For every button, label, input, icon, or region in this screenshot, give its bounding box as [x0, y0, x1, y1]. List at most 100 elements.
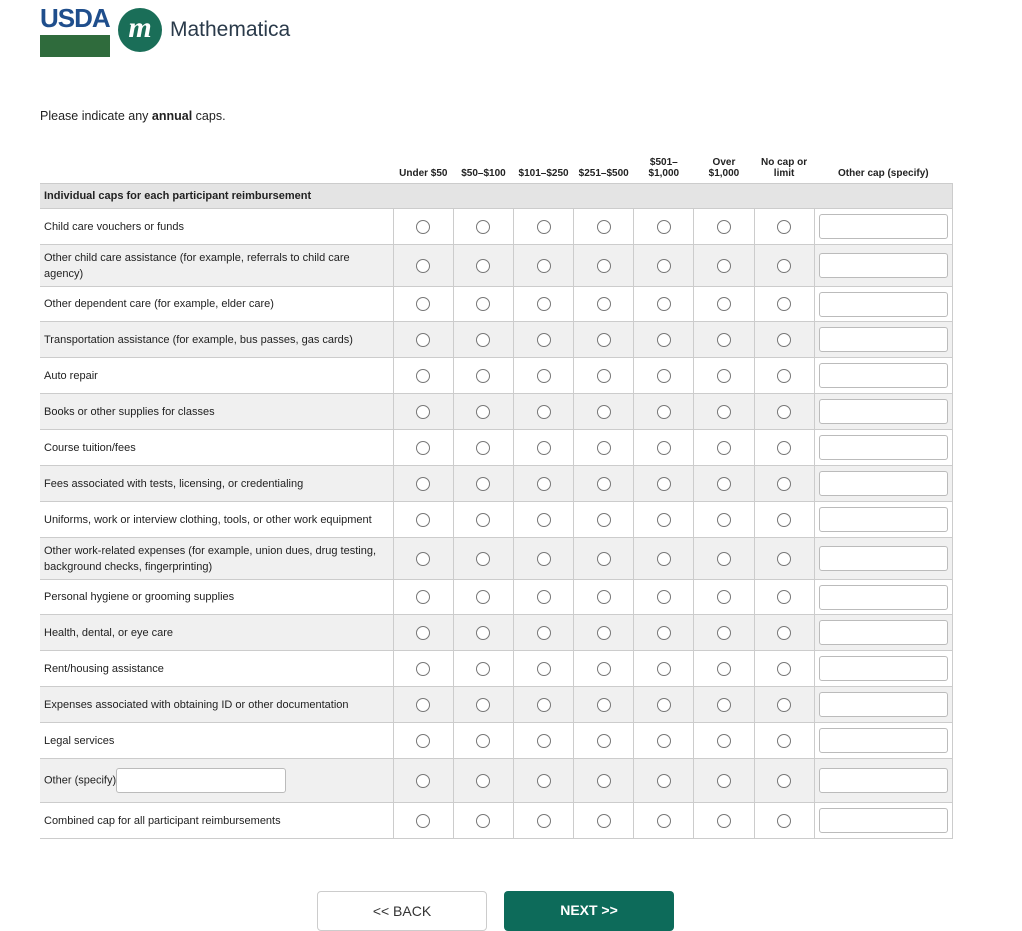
radio-option[interactable]	[416, 476, 431, 491]
radio-option[interactable]	[656, 258, 671, 273]
radio-option[interactable]	[656, 590, 671, 604]
radio-option[interactable]	[476, 440, 491, 455]
radio-option[interactable]	[777, 512, 792, 527]
radio-option[interactable]	[716, 512, 731, 527]
radio-option[interactable]	[716, 733, 731, 748]
radio-option[interactable]	[716, 368, 731, 383]
radio-option[interactable]	[536, 368, 551, 383]
radio-option[interactable]	[596, 590, 611, 604]
radio-option[interactable]	[416, 773, 431, 788]
other-cap-input[interactable]	[818, 656, 948, 681]
radio-option[interactable]	[777, 258, 792, 273]
radio-option[interactable]	[656, 773, 671, 788]
radio-option[interactable]	[416, 697, 431, 712]
other-cap-input[interactable]	[818, 692, 948, 717]
radio-option[interactable]	[416, 404, 431, 419]
radio-option[interactable]	[536, 512, 551, 527]
radio-option[interactable]	[777, 697, 792, 712]
radio-option[interactable]	[476, 297, 491, 311]
other-cap-input[interactable]	[818, 546, 948, 571]
other-specify-input[interactable]	[116, 768, 287, 793]
radio-option[interactable]	[416, 551, 431, 566]
other-cap-input[interactable]	[818, 327, 948, 352]
radio-option[interactable]	[536, 661, 551, 676]
radio-option[interactable]	[716, 551, 731, 566]
radio-option[interactable]	[656, 551, 671, 566]
radio-option[interactable]	[476, 512, 491, 527]
radio-option[interactable]	[777, 733, 792, 748]
radio-option[interactable]	[416, 661, 431, 676]
radio-option[interactable]	[416, 512, 431, 527]
radio-option[interactable]	[536, 219, 551, 234]
radio-option[interactable]	[656, 476, 671, 491]
radio-option[interactable]	[656, 404, 671, 419]
radio-option[interactable]	[777, 813, 792, 828]
radio-option[interactable]	[656, 697, 671, 712]
radio-option[interactable]	[536, 404, 551, 419]
radio-option[interactable]	[596, 258, 611, 273]
radio-option[interactable]	[536, 440, 551, 455]
other-cap-input[interactable]	[818, 471, 948, 496]
radio-option[interactable]	[716, 440, 731, 455]
radio-option[interactable]	[536, 773, 551, 788]
other-cap-input[interactable]	[818, 620, 948, 645]
radio-option[interactable]	[596, 625, 611, 640]
radio-option[interactable]	[656, 368, 671, 383]
radio-option[interactable]	[536, 551, 551, 566]
radio-option[interactable]	[596, 332, 611, 347]
radio-option[interactable]	[476, 625, 491, 640]
radio-option[interactable]	[777, 219, 792, 234]
radio-option[interactable]	[716, 258, 731, 273]
other-cap-input[interactable]	[818, 728, 948, 753]
radio-option[interactable]	[476, 813, 491, 828]
radio-option[interactable]	[716, 661, 731, 676]
radio-option[interactable]	[416, 297, 431, 311]
other-cap-input[interactable]	[818, 363, 948, 388]
radio-option[interactable]	[416, 219, 431, 234]
radio-option[interactable]	[476, 368, 491, 383]
radio-option[interactable]	[656, 297, 671, 311]
radio-option[interactable]	[476, 733, 491, 748]
radio-option[interactable]	[777, 551, 792, 566]
other-cap-input[interactable]	[818, 214, 948, 239]
radio-option[interactable]	[716, 590, 731, 604]
radio-option[interactable]	[656, 733, 671, 748]
radio-option[interactable]	[716, 625, 731, 640]
radio-option[interactable]	[596, 733, 611, 748]
radio-option[interactable]	[777, 625, 792, 640]
radio-option[interactable]	[596, 440, 611, 455]
radio-option[interactable]	[716, 813, 731, 828]
radio-option[interactable]	[476, 476, 491, 491]
radio-option[interactable]	[536, 625, 551, 640]
radio-option[interactable]	[777, 773, 792, 788]
radio-option[interactable]	[777, 476, 792, 491]
radio-option[interactable]	[476, 404, 491, 419]
radio-option[interactable]	[416, 368, 431, 383]
radio-option[interactable]	[777, 404, 792, 419]
radio-option[interactable]	[596, 368, 611, 383]
radio-option[interactable]	[536, 813, 551, 828]
other-cap-input[interactable]	[818, 768, 948, 793]
radio-option[interactable]	[596, 512, 611, 527]
other-cap-input[interactable]	[818, 399, 948, 424]
radio-option[interactable]	[536, 733, 551, 748]
radio-option[interactable]	[656, 219, 671, 234]
radio-option[interactable]	[596, 773, 611, 788]
radio-option[interactable]	[416, 590, 431, 604]
radio-option[interactable]	[416, 733, 431, 748]
radio-option[interactable]	[777, 368, 792, 383]
other-cap-input[interactable]	[818, 584, 948, 610]
other-cap-input[interactable]	[818, 808, 948, 833]
back-button[interactable]: << BACK	[317, 891, 487, 931]
radio-option[interactable]	[476, 219, 491, 234]
radio-option[interactable]	[777, 332, 792, 347]
radio-option[interactable]	[656, 813, 671, 828]
radio-option[interactable]	[656, 440, 671, 455]
other-cap-input[interactable]	[818, 507, 948, 532]
other-cap-input[interactable]	[818, 291, 948, 317]
radio-option[interactable]	[777, 590, 792, 604]
radio-option[interactable]	[536, 332, 551, 347]
radio-option[interactable]	[476, 590, 491, 604]
radio-option[interactable]	[596, 476, 611, 491]
radio-option[interactable]	[716, 297, 731, 311]
